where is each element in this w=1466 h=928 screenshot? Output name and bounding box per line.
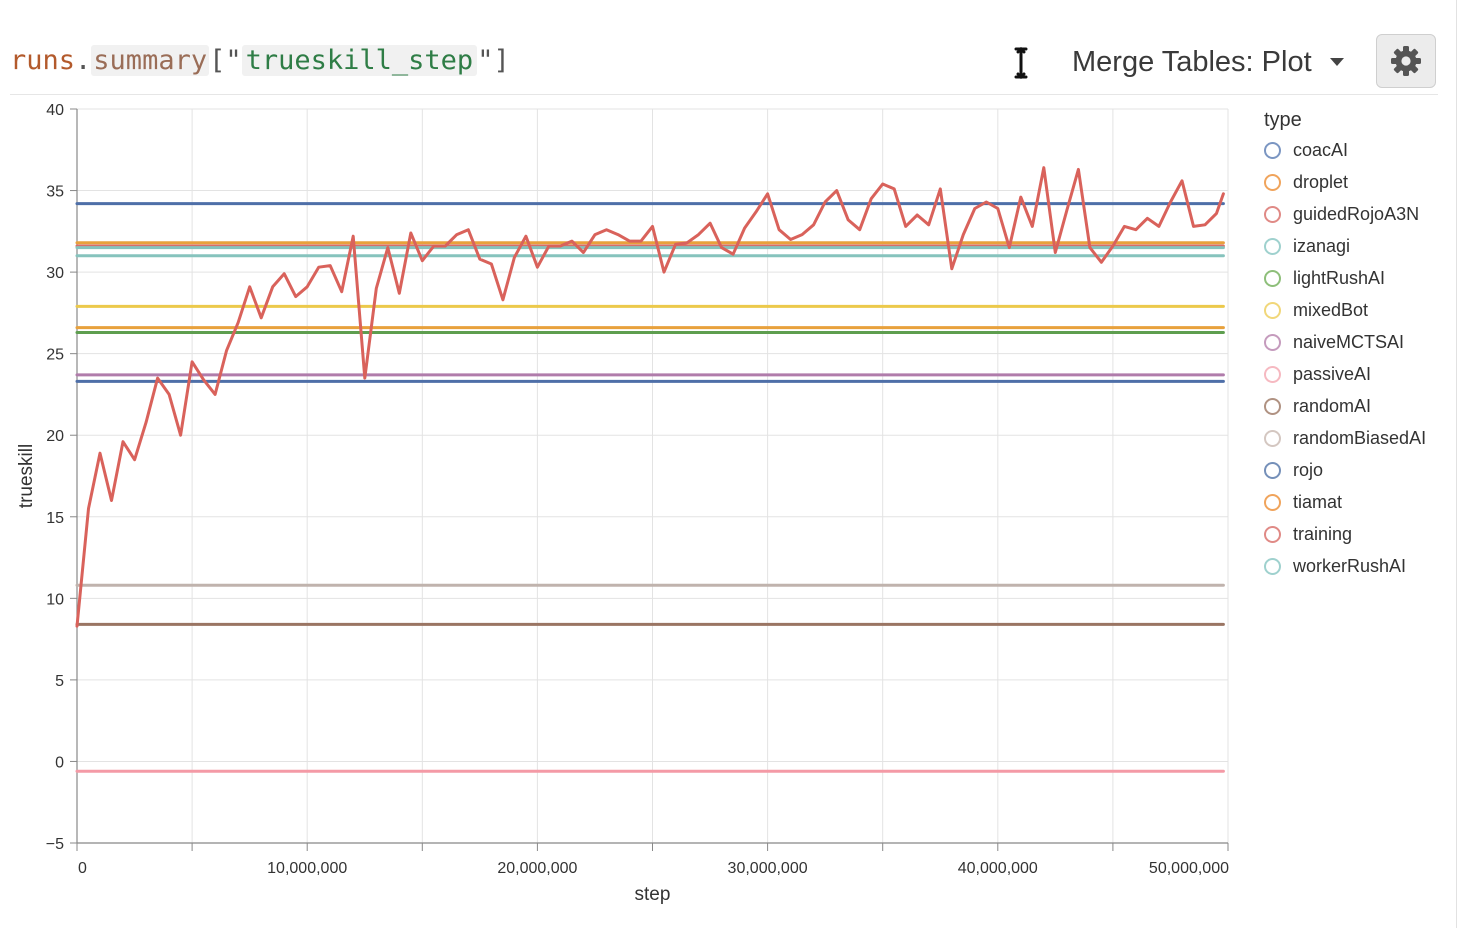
- chevron-down-icon: [1329, 58, 1344, 66]
- legend-swatch: [1264, 269, 1281, 287]
- legend-item-tiamat[interactable]: tiamat: [1264, 486, 1426, 518]
- legend-label: mixedBot: [1293, 299, 1369, 320]
- x-tick-label: 40,000,000: [958, 860, 1038, 877]
- legend-label: lightRushAI: [1293, 267, 1386, 288]
- legend-item-droplet[interactable]: droplet: [1264, 166, 1426, 198]
- legend-swatch: [1264, 301, 1281, 319]
- x-tick-label: 30,000,000: [728, 860, 808, 877]
- expr-object: runs: [10, 45, 76, 76]
- legend-item-izanagi[interactable]: izanagi: [1264, 230, 1426, 262]
- legend-item-randomBiasedAI[interactable]: randomBiasedAI: [1264, 422, 1426, 454]
- legend-swatch: [1264, 525, 1281, 543]
- legend-label: workerRushAI: [1293, 555, 1407, 576]
- legend-label: randomAI: [1293, 395, 1372, 416]
- legend-swatch: [1264, 205, 1281, 223]
- x-tick-label: 20,000,000: [497, 860, 577, 877]
- y-tick-label: 10: [46, 591, 64, 608]
- y-tick-label: 20: [46, 428, 64, 445]
- settings-button[interactable]: [1376, 34, 1436, 88]
- legend-label: training: [1293, 523, 1353, 544]
- panel-type-dropdown[interactable]: Merge Tables: Plot: [1072, 38, 1344, 86]
- legend-swatch: [1264, 333, 1281, 351]
- gear-icon: [1391, 46, 1421, 76]
- legend-item-lightRushAI[interactable]: lightRushAI: [1264, 262, 1426, 294]
- y-tick-label: 0: [55, 754, 64, 771]
- legend-item-mixedBot[interactable]: mixedBot: [1264, 294, 1426, 326]
- y-axis-title: trueskill: [16, 444, 37, 508]
- legend-item-rojo[interactable]: rojo: [1264, 454, 1426, 486]
- panel-type-label: Merge Tables: Plot: [1072, 45, 1312, 78]
- legend-label: izanagi: [1293, 235, 1351, 256]
- expr-dot: .: [75, 45, 92, 76]
- legend-swatch: [1264, 397, 1281, 415]
- chart-axes: [70, 108, 1229, 851]
- legend-label: tiamat: [1293, 491, 1343, 512]
- legend-swatch: [1264, 141, 1281, 159]
- legend-swatch: [1264, 365, 1281, 383]
- y-tick-label: −5: [46, 836, 64, 853]
- legend-swatch: [1264, 557, 1281, 575]
- legend-item-naiveMCTSAI[interactable]: naiveMCTSAI: [1264, 326, 1426, 358]
- expression-editor[interactable]: runs.summary[" trueskill_step "]: [10, 42, 510, 80]
- legend-label: coacAI: [1293, 139, 1349, 160]
- legend-swatch: [1264, 173, 1281, 191]
- panel-edge: [1456, 0, 1457, 928]
- legend-label: passiveAI: [1293, 363, 1372, 384]
- chart-legend: type coacAI droplet guidedRojoA3N izanagi li…: [1264, 106, 1426, 582]
- legend-label: rojo: [1293, 459, 1324, 480]
- legend-title: type: [1264, 109, 1302, 131]
- legend-swatch: [1264, 461, 1281, 479]
- y-tick-label: 25: [46, 347, 64, 364]
- legend-label: naiveMCTSAI: [1293, 331, 1405, 352]
- series-line-training: [75, 166, 1225, 628]
- legend-swatch: [1264, 493, 1281, 511]
- x-tick-label: 10,000,000: [267, 860, 347, 877]
- y-tick-label: 40: [46, 102, 64, 119]
- legend-item-guidedRojoA3N[interactable]: guidedRojoA3N: [1264, 198, 1426, 230]
- chart-grid: [76, 108, 1229, 844]
- legend-label: droplet: [1293, 171, 1349, 192]
- legend-item-passiveAI[interactable]: passiveAI: [1264, 358, 1426, 390]
- legend-item-randomAI[interactable]: randomAI: [1264, 390, 1426, 422]
- x-tick-label: 50,000,000: [1149, 860, 1229, 877]
- text-cursor-icon: [1014, 46, 1028, 80]
- expr-key[interactable]: trueskill_step: [241, 45, 478, 76]
- legend-item-training[interactable]: training: [1264, 518, 1426, 550]
- expr-property[interactable]: summary: [91, 45, 210, 76]
- legend-label: guidedRojoA3N: [1293, 203, 1420, 224]
- legend-item-workerRushAI[interactable]: workerRushAI: [1264, 550, 1426, 582]
- legend-swatch: [1264, 429, 1281, 447]
- y-tick-label: 5: [55, 673, 64, 690]
- legend-items: coacAI droplet guidedRojoA3N izanagi lightRu…: [1264, 134, 1426, 582]
- chart-series: [75, 166, 1225, 773]
- expression-toolbar: runs.summary[" trueskill_step "] Merge Tab…: [10, 30, 1438, 95]
- x-tick-label: 0: [78, 860, 87, 877]
- trueskill-line-chart: −5 0 5 10 15 20 25 30 35 40 0 10,000,000 20,000,000 3…: [16, 102, 1229, 905]
- legend-item-coacAI[interactable]: coacAI: [1264, 134, 1426, 166]
- y-tick-label: 15: [46, 510, 64, 527]
- y-tick-label: 35: [46, 184, 64, 201]
- legend-label: randomBiasedAI: [1293, 427, 1427, 448]
- expr-open: [": [209, 45, 242, 76]
- x-axis-title: step: [635, 884, 671, 905]
- legend-swatch: [1264, 237, 1281, 255]
- y-tick-label: 30: [46, 265, 64, 282]
- chart-tick-labels: −5 0 5 10 15 20 25 30 35 40 0 10,000,000 20,000,000 3…: [46, 102, 1229, 877]
- expr-close: "]: [477, 45, 510, 76]
